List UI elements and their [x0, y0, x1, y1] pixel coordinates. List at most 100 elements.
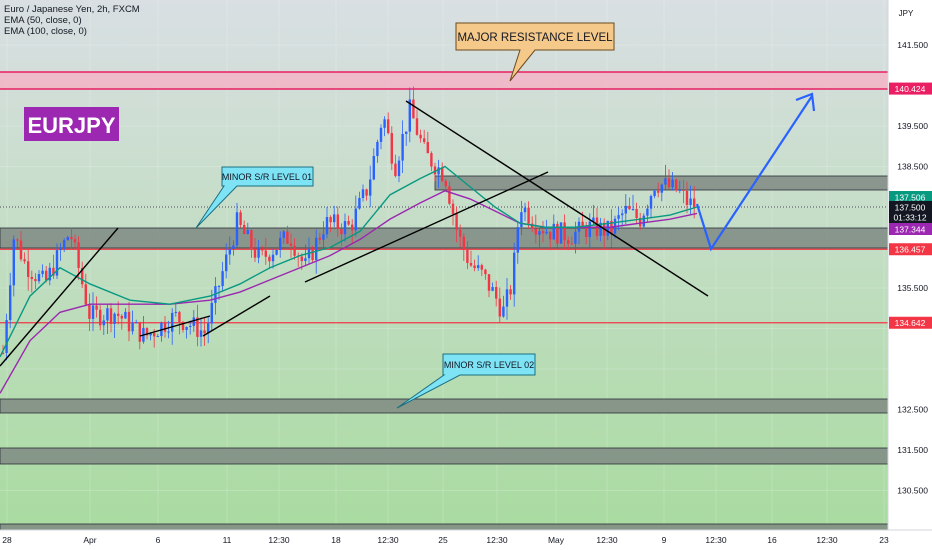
x-tick-3: 11	[223, 535, 232, 545]
candle-body-145	[523, 207, 527, 213]
candle-body-182	[657, 190, 660, 193]
price-label-bg-4	[889, 223, 932, 235]
candle-body-105	[379, 127, 383, 142]
candle-body-191	[689, 198, 692, 205]
price-label-bg-2	[889, 201, 932, 213]
candle-body-148	[534, 228, 537, 235]
candle-body-120	[433, 166, 437, 175]
candle-body-73	[264, 250, 267, 257]
candle-body-56	[203, 330, 206, 334]
candle-body-140	[505, 289, 509, 307]
candle-body-119	[430, 153, 433, 167]
x-tick-9: May	[548, 535, 565, 545]
candle-body-26	[95, 305, 98, 310]
candle-body-139	[502, 306, 505, 317]
price-label-0: 140.424	[895, 84, 926, 94]
candle-body-35	[127, 311, 131, 332]
candle-body-78	[282, 231, 285, 238]
candle-body-107	[387, 119, 390, 134]
trendline-left	[0, 227, 119, 367]
candle-body-25	[91, 305, 95, 319]
projection-path	[695, 95, 813, 252]
candle-body-67	[243, 224, 246, 234]
price-label-6: 134.642	[895, 318, 926, 328]
price-label-bg-1	[889, 191, 932, 203]
x-tick-12: 12:30	[705, 535, 727, 545]
candle-body-5	[19, 240, 23, 260]
candle-body-86	[311, 248, 314, 261]
candle-body-162	[585, 226, 588, 238]
candle-body-96	[347, 221, 350, 225]
candle-body-51	[185, 326, 188, 330]
candle-body-10	[37, 274, 41, 282]
candle-body-4	[16, 239, 19, 241]
candle-body-146	[527, 207, 530, 224]
candle-body-108	[390, 133, 393, 164]
trendline-apr-low	[139, 315, 211, 337]
candle-body-69	[250, 230, 253, 249]
candle-body-141	[509, 289, 512, 295]
x-tick-8: 12:30	[486, 535, 508, 545]
candle-body-65	[235, 212, 239, 246]
candle-body-114	[412, 99, 415, 119]
projection-arrowhead	[795, 92, 816, 112]
candle-body-1	[5, 320, 8, 354]
candle-body-187	[675, 179, 678, 191]
candle-body-97	[351, 224, 354, 231]
y-tick-3: 135.500	[897, 283, 928, 293]
major-resistance-callout	[455, 22, 615, 82]
candle-body-188	[678, 189, 681, 191]
candle-body-106	[383, 119, 386, 128]
candle-body-74	[268, 256, 271, 262]
candle-body-72	[261, 248, 264, 251]
candle-body-29	[106, 308, 109, 321]
price-label-bg-3	[889, 211, 932, 223]
candle-body-23	[84, 284, 87, 305]
minor-sr-01-label: MINOR S/R LEVEL 01	[222, 172, 312, 182]
candle-body-113	[408, 99, 411, 132]
candle-body-112	[405, 131, 408, 134]
y-tick-4: 132.500	[897, 405, 928, 415]
candle-body-89	[322, 234, 325, 240]
candle-body-103	[372, 156, 375, 180]
candle-body-137	[495, 287, 498, 299]
candle-body-80	[289, 243, 293, 246]
candle-body-68	[246, 230, 249, 234]
candle-body-138	[498, 298, 501, 317]
candle-body-12	[45, 270, 48, 281]
candle-body-110	[397, 160, 401, 177]
candle-body-87	[315, 237, 318, 261]
candle-body-132	[477, 265, 480, 269]
symbol-badge	[24, 107, 119, 141]
candle-body-53	[192, 317, 195, 326]
candle-body-43	[156, 336, 159, 338]
y-tick-1: 139.500	[897, 121, 928, 131]
candle-body-190	[685, 190, 689, 205]
candle-body-20	[73, 239, 77, 243]
candle-body-142	[513, 252, 516, 295]
candle-body-61	[221, 271, 224, 287]
price-label-1: 137.506	[895, 193, 926, 203]
x-tick-11: 9	[662, 535, 667, 545]
candle-body-183	[660, 184, 663, 193]
candle-body-111	[401, 133, 404, 161]
candle-body-157	[567, 240, 570, 244]
candle-body-46	[167, 331, 170, 333]
candle-body-13	[48, 267, 51, 281]
price-label-bg-5	[889, 243, 932, 256]
price-label-5: 136.457	[895, 245, 926, 255]
x-tick-2: 6	[156, 535, 161, 545]
candle-body-91	[329, 217, 332, 223]
candle-body-77	[279, 237, 282, 250]
candle-body-123	[444, 180, 447, 187]
candle-body-76	[275, 249, 278, 255]
candle-body-177	[639, 217, 642, 227]
candle-body-32	[117, 313, 120, 316]
ema50-line	[0, 165, 698, 358]
candle-body-17	[63, 240, 66, 249]
candle-body-7	[27, 261, 30, 277]
candle-body-83	[300, 256, 303, 262]
candle-body-186	[671, 179, 674, 188]
